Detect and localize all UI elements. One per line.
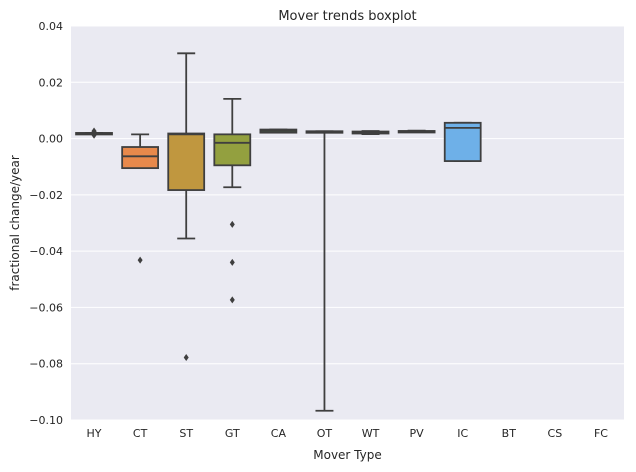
y-tick-labels: 0.04 0.02 0.00 −0.02 −0.04 −0.06 −0.08 −0.10 <box>29 20 63 427</box>
y-tick-label: 0.04 <box>39 20 64 33</box>
y-tick-label: −0.04 <box>29 245 63 258</box>
box-body <box>443 121 482 162</box>
x-tick-label: HY <box>87 427 102 440</box>
plot-background <box>71 26 624 420</box>
outlier-point <box>229 296 235 304</box>
x-axis-label: Mover Type <box>313 448 382 462</box>
box-body <box>167 132 206 191</box>
outlier-point <box>91 127 97 135</box>
x-tick-label: WT <box>362 427 380 440</box>
box-st <box>167 52 206 362</box>
box-ca <box>259 128 298 134</box>
box-body <box>213 133 252 167</box>
chart-title: Mover trends boxplot <box>278 9 416 24</box>
x-tick-labels: HY CT ST GT CA OT WT PV IC BT CS FC <box>87 427 609 440</box>
box-ic <box>443 121 482 162</box>
box-wt <box>351 130 390 135</box>
x-tick-label: OT <box>317 427 333 440</box>
box-hy <box>75 127 113 139</box>
y-tick-label: −0.02 <box>29 189 63 202</box>
y-tick-label: −0.06 <box>29 301 63 314</box>
boxes-layer <box>75 52 482 412</box>
x-tick-label: FC <box>594 427 608 440</box>
y-tick-label: −0.08 <box>29 358 63 371</box>
grid-lines <box>71 25 624 421</box>
outlier-point <box>229 258 235 266</box>
x-tick-label: CS <box>548 427 563 440</box>
x-tick-label: ST <box>179 427 193 440</box>
x-tick-label: CT <box>133 427 148 440</box>
x-tick-label: BT <box>502 427 517 440</box>
x-tick-label: GT <box>225 427 240 440</box>
box-ot <box>305 130 344 412</box>
outlier-point <box>137 256 143 264</box>
x-tick-label: CA <box>271 427 287 440</box>
y-tick-label: 0.02 <box>39 76 64 89</box>
y-tick-label: −0.10 <box>29 414 63 427</box>
x-tick-label: PV <box>410 427 425 440</box>
box-body <box>121 146 159 170</box>
outlier-point <box>229 220 235 228</box>
y-tick-label: 0.00 <box>39 133 64 146</box>
outlier-point <box>183 354 189 362</box>
box-pv <box>397 129 436 134</box>
box-ct <box>121 133 159 264</box>
y-axis-label: fractional change/year <box>8 155 22 291</box>
x-tick-label: IC <box>457 427 468 440</box>
box-gt <box>213 97 252 304</box>
